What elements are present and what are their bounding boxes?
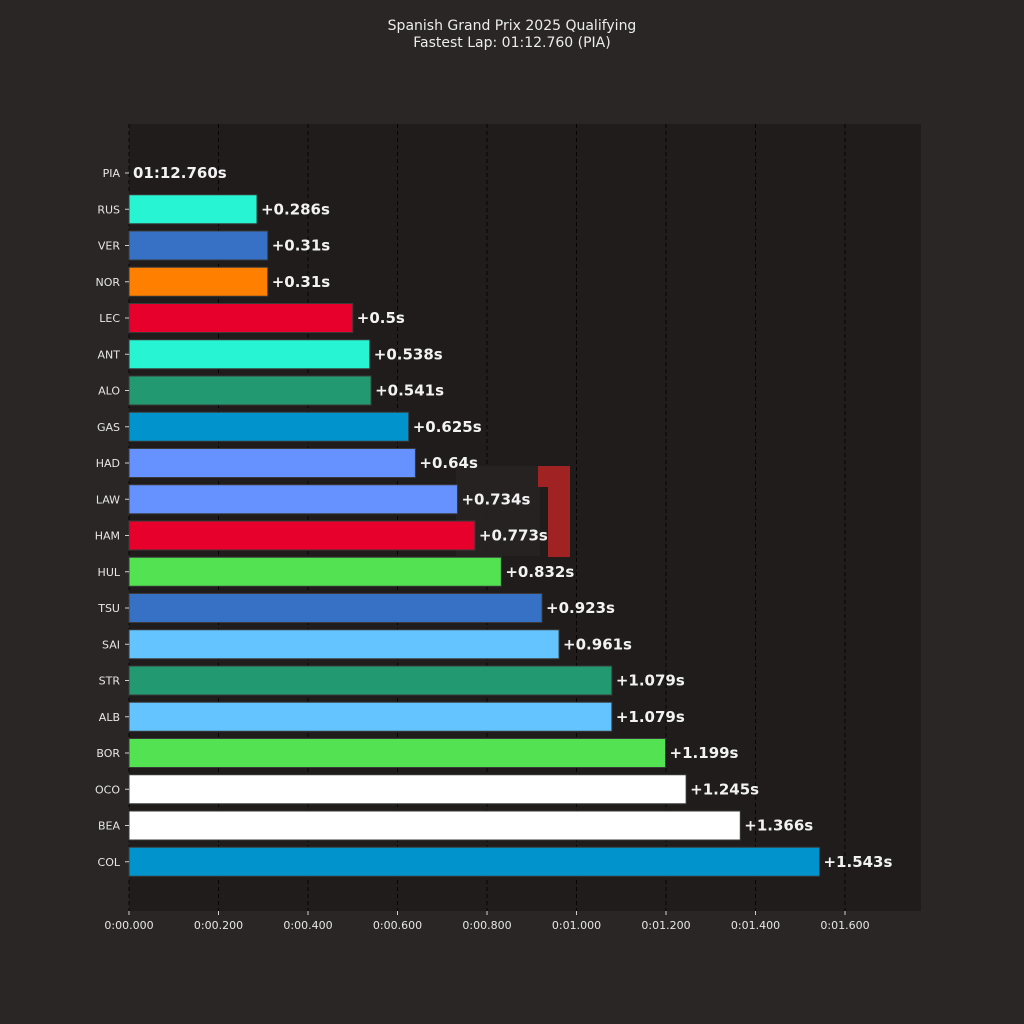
y-tick-label: PIA	[103, 167, 121, 180]
y-tick-label: ALB	[99, 711, 120, 724]
data-label: +0.923s	[546, 599, 615, 617]
bar-alo	[128, 375, 372, 406]
y-tick-label: RUS	[97, 203, 120, 216]
y-tick-label: OCO	[95, 783, 120, 796]
y-tick-label: GAS	[97, 421, 120, 434]
data-label: 01:12.760s	[133, 164, 227, 182]
x-tick-label: 0:01.200	[641, 919, 690, 932]
x-tick-label: 0:00.600	[373, 919, 422, 932]
chart-title: Spanish Grand Prix 2025 Qualifying	[387, 18, 637, 34]
bar-gas	[128, 411, 410, 442]
bar-lec	[128, 303, 354, 333]
y-tick-label: HAM	[95, 530, 120, 543]
chart-subtitle: Fastest Lap: 01:12.760 (PIA)	[413, 35, 611, 51]
y-tick-label: ALO	[98, 385, 120, 398]
data-label: +0.31s	[272, 237, 331, 255]
y-tick-label: BOR	[96, 747, 120, 760]
y-tick-label: STR	[99, 675, 121, 688]
y-tick-label: TSU	[97, 602, 120, 615]
bar-law	[128, 484, 458, 515]
y-tick-label: LAW	[96, 493, 120, 506]
y-tick-label: HUL	[98, 566, 121, 579]
y-axis-labels: PIA RUS VER NOR LEC ANT ALO GAS HAD LAW HAM HUL TSU S…	[95, 167, 129, 869]
y-tick-label: LEC	[99, 312, 120, 325]
y-tick-label: NOR	[95, 276, 120, 289]
y-tick-label: VER	[98, 240, 120, 253]
data-label: +0.961s	[563, 635, 632, 653]
bar-tsu	[128, 593, 543, 623]
data-label: +0.832s	[505, 563, 574, 581]
x-axis-labels: 0:00.000 0:00.200 0:00.400 0:00.600 0:00.800…	[104, 911, 870, 932]
data-label: +0.625s	[413, 418, 482, 436]
bar-ham	[128, 520, 476, 551]
bars-group	[128, 194, 820, 877]
y-tick-label: COL	[98, 856, 121, 869]
data-label: +0.773s	[479, 527, 548, 545]
data-label: +1.543s	[823, 853, 892, 871]
y-tick-label: HAD	[96, 457, 120, 470]
bar-bea	[128, 810, 741, 841]
data-label: +1.366s	[744, 817, 813, 835]
y-tick-label: SAI	[102, 638, 120, 651]
bar-rus	[128, 194, 258, 225]
data-label: +0.734s	[461, 490, 530, 508]
bar-hul	[128, 556, 502, 587]
data-label: +0.31s	[272, 273, 331, 291]
bar-alb	[128, 701, 613, 732]
data-label: +1.079s	[616, 672, 685, 690]
y-tick-label: ANT	[98, 348, 121, 361]
data-label: +0.538s	[374, 345, 443, 363]
x-tick-label: 0:00.800	[462, 919, 511, 932]
bar-had	[128, 448, 416, 478]
data-label: +1.079s	[616, 708, 685, 726]
bar-ant	[128, 339, 371, 370]
bar-ver	[128, 230, 269, 261]
y-tick-label: BEA	[98, 820, 120, 833]
data-label: +0.5s	[357, 309, 405, 327]
x-tick-label: 0:01.400	[731, 919, 780, 932]
bar-bor	[128, 738, 667, 768]
x-tick-label: 0:01.000	[552, 919, 601, 932]
data-label: +1.245s	[690, 780, 759, 798]
data-label: +0.64s	[419, 454, 478, 472]
x-tick-label: 0:00.400	[283, 919, 332, 932]
x-tick-label: 0:00.200	[194, 919, 243, 932]
bar-col	[128, 846, 820, 877]
bar-nor	[128, 266, 269, 297]
bar-oco	[128, 774, 687, 805]
x-tick-label: 0:01.600	[820, 919, 869, 932]
data-label: +0.541s	[375, 382, 444, 400]
x-tick-label: 0:00.000	[104, 919, 153, 932]
data-labels: 01:12.760s +0.286s +0.31s +0.31s +0.5s +0.538…	[133, 164, 893, 871]
data-label: +0.286s	[261, 200, 330, 218]
bar-str	[128, 665, 613, 696]
bar-sai	[128, 629, 560, 660]
chart-title-block: Spanish Grand Prix 2025 Qualifying Faste…	[0, 18, 1024, 52]
data-label: +1.199s	[670, 744, 739, 762]
